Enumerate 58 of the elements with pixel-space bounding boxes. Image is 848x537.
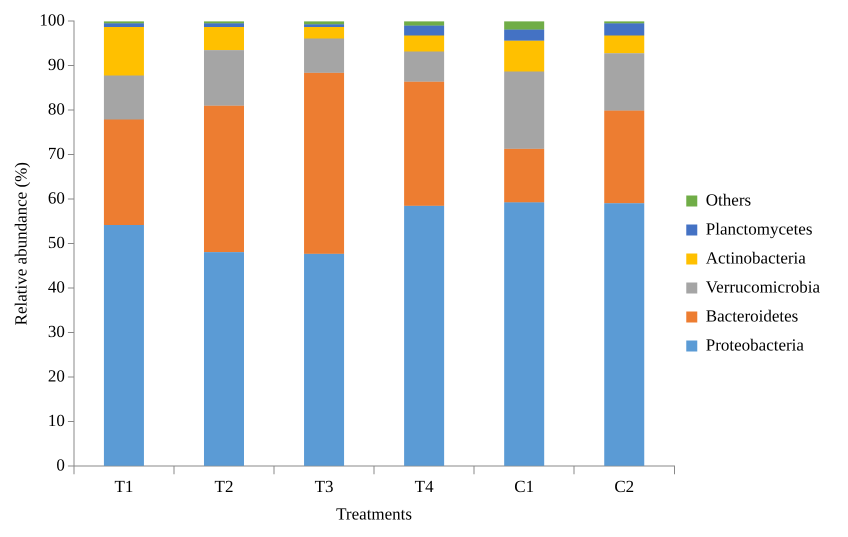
legend-label: Bacteroidetes xyxy=(706,306,798,326)
y-tick-label: 100 xyxy=(39,10,65,30)
bar xyxy=(104,26,144,76)
bar xyxy=(504,21,544,30)
bar xyxy=(604,23,644,36)
legend-label: Others xyxy=(706,190,752,210)
bar xyxy=(404,82,444,206)
y-tick-label: 40 xyxy=(48,278,65,297)
bar xyxy=(504,202,544,466)
bar xyxy=(204,50,244,106)
y-tick-label: 90 xyxy=(48,55,65,74)
bar xyxy=(404,51,444,82)
bar xyxy=(604,35,644,54)
legend-label: Planctomycetes xyxy=(706,219,812,238)
x-axis-title: Treatments xyxy=(336,504,412,524)
bar xyxy=(204,106,244,252)
y-tick-label: 50 xyxy=(48,233,65,252)
bar xyxy=(504,71,544,149)
bar xyxy=(304,254,344,466)
bar xyxy=(204,26,244,50)
bar xyxy=(604,203,644,466)
legend-label: Verrucomicrobia xyxy=(706,277,820,296)
bar xyxy=(304,72,344,254)
bar xyxy=(104,23,144,27)
x-tick-label: T2 xyxy=(214,476,234,496)
bar xyxy=(604,53,644,111)
bar xyxy=(504,30,544,41)
x-tick-label: C2 xyxy=(614,476,634,496)
bar xyxy=(104,120,144,226)
bar xyxy=(504,40,544,72)
y-tick-label: 10 xyxy=(48,411,65,430)
y-tick-label: 30 xyxy=(48,322,65,342)
bar xyxy=(404,26,444,36)
legend-label: Actinobacteria xyxy=(706,248,806,268)
x-tick-label: T3 xyxy=(314,476,334,496)
legend-label: Proteobacteria xyxy=(706,335,804,354)
bar xyxy=(104,225,144,466)
bar xyxy=(304,26,344,39)
bar xyxy=(404,21,444,26)
y-axis-title: Relative abundance (%) xyxy=(12,162,31,326)
y-tick-label: 0 xyxy=(56,456,65,475)
bar xyxy=(404,35,444,52)
y-tick-label: 70 xyxy=(48,144,65,164)
bar xyxy=(404,206,444,466)
bar xyxy=(204,252,244,466)
x-tick-label: T4 xyxy=(414,476,434,496)
bar xyxy=(504,148,544,202)
bar xyxy=(204,23,244,27)
y-tick-label: 20 xyxy=(48,366,65,386)
x-tick-label: T1 xyxy=(114,476,134,496)
x-tick-label: C1 xyxy=(514,476,534,496)
bar xyxy=(104,75,144,120)
bar xyxy=(304,38,344,73)
bar xyxy=(304,24,344,27)
y-tick-label: 80 xyxy=(48,100,65,119)
y-tick-label: 60 xyxy=(48,188,65,208)
bar xyxy=(304,21,344,24)
bar xyxy=(604,110,644,204)
